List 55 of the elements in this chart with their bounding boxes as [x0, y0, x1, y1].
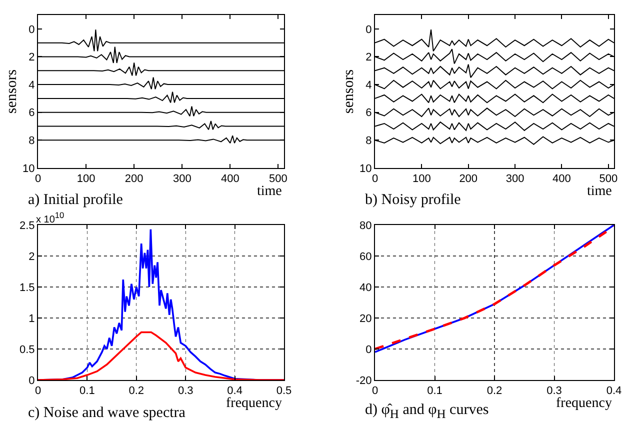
x-tick-label: 500: [599, 173, 618, 186]
x-axis-title: time: [257, 184, 282, 199]
y-tick-label: 4: [28, 79, 35, 92]
x-tick-label: 200: [124, 173, 144, 186]
text: b) Noisy profile: [365, 192, 461, 209]
text: a) Initial profile: [28, 192, 123, 209]
y-axis-title: sensors: [4, 69, 20, 114]
x-tick-label: 0.4: [606, 385, 622, 398]
y-tick-label: 20: [360, 312, 372, 325]
x-axis-title: frequency: [556, 396, 612, 411]
x-tick-label: 0.3: [178, 385, 194, 398]
y-tick-label: 6: [28, 107, 35, 120]
x-tick-label: 0.5: [276, 385, 292, 398]
y-tick-label: 6: [366, 107, 372, 120]
y-tick-label: 10: [360, 162, 372, 175]
y-tick-label: 1: [28, 312, 35, 325]
y-tick-label: -20: [356, 374, 372, 387]
x-tick-label: 0.1: [427, 385, 442, 398]
x-tick-label: 300: [172, 173, 192, 186]
x-axis-title: time: [587, 184, 612, 199]
y-tick-label: 0: [28, 374, 35, 387]
y-tick-label: 60: [360, 250, 372, 263]
text: c) Noise and wave spectra: [28, 405, 186, 422]
y-tick-label: 2: [28, 52, 35, 64]
x-tick-label: 0.2: [486, 385, 502, 398]
y-tick-label: 2: [366, 52, 372, 64]
x-tick-label: 400: [552, 173, 571, 186]
y-tick-label: 10: [22, 162, 35, 175]
y-tick-label: 4: [366, 79, 372, 92]
annotation: x 10$^{10}$: [36, 210, 64, 226]
y-tick-label: 2.5: [20, 220, 35, 232]
y-axis-title: sensors: [340, 69, 357, 114]
y-tick-label: 0: [366, 24, 372, 36]
line-series: [38, 331, 284, 380]
x-tick-label: 0.3: [546, 385, 562, 398]
x-tick-label: 200: [459, 173, 478, 186]
y-tick-label: 40: [360, 282, 372, 294]
x-tick-label: 0.2: [128, 385, 144, 398]
x-tick-label: 0.1: [80, 385, 95, 398]
y-tick-label: 0: [366, 344, 372, 356]
y-tick-label: 8: [28, 135, 35, 148]
x-tick-label: 500: [269, 173, 288, 186]
x-tick-label: 400: [221, 173, 240, 186]
y-tick-label: 80: [360, 220, 372, 232]
x-tick-label: 100: [412, 173, 431, 186]
x-axis-title: frequency: [226, 396, 282, 411]
y-tick-label: 0.5: [20, 344, 35, 356]
y-tick-label: 8: [366, 135, 372, 148]
x-tick-label: 300: [506, 173, 524, 186]
y-tick-label: 1.5: [20, 282, 35, 294]
text: d) φ̂$_{H}$ and φ$_{H}$ curves: [365, 402, 489, 422]
y-tick-label: 2: [28, 250, 35, 263]
x-tick-label: 100: [76, 173, 96, 186]
x-tick-label: 0.4: [227, 385, 242, 398]
y-tick-label: 0: [28, 24, 35, 36]
